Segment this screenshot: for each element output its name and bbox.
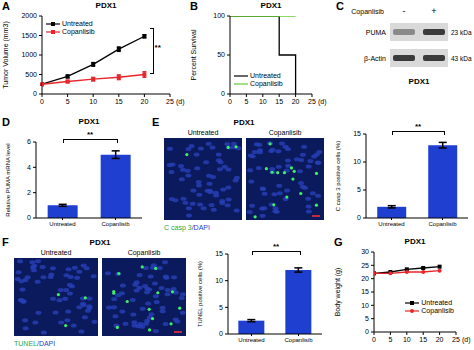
svg-text:0: 0 [40, 98, 44, 105]
svg-text:C casp 3/DAPI: C casp 3/DAPI [164, 224, 210, 232]
svg-text:Copanlisib: Copanlisib [428, 221, 457, 227]
svg-text:β-Actin: β-Actin [364, 55, 386, 63]
svg-text:TUNEL positive cells (%): TUNEL positive cells (%) [197, 261, 203, 327]
svg-text:10: 10 [259, 98, 267, 105]
html-text:D: D [2, 116, 10, 128]
html-text:PDX1: PDX1 [78, 117, 100, 126]
svg-text:25: 25 [361, 262, 369, 269]
svg-text:10: 10 [403, 336, 411, 343]
svg-text:(d): (d) [318, 98, 327, 106]
html-text:F: F [2, 236, 9, 248]
svg-text:50: 50 [217, 51, 225, 58]
svg-text:0: 0 [228, 98, 232, 105]
svg-text:25: 25 [308, 98, 316, 105]
html-text:Untreated: Untreated [421, 298, 453, 306]
html-text:E: E [152, 116, 160, 128]
svg-text:15: 15 [275, 98, 283, 105]
svg-text:0: 0 [221, 90, 225, 97]
svg-text:Copanlisib: Copanlisib [284, 337, 313, 343]
svg-text:10: 10 [361, 302, 369, 309]
svg-text:1500: 1500 [21, 32, 37, 39]
svg-text:500: 500 [25, 71, 37, 78]
svg-text:Untreated: Untreated [49, 221, 75, 227]
html-text:Untreated: Untreated [250, 72, 281, 79]
svg-text:0: 0 [33, 90, 37, 97]
svg-text:Untreated: Untreated [188, 129, 219, 136]
svg-text:25: 25 [166, 98, 174, 105]
svg-text:5: 5 [244, 98, 248, 105]
svg-text:Percent Survival: Percent Survival [190, 29, 197, 80]
svg-text:20: 20 [292, 98, 300, 105]
svg-text:43 kDa: 43 kDa [451, 55, 472, 62]
html-text:Copanlisib: Copanlisib [62, 28, 95, 35]
svg-text:Untreated: Untreated [41, 249, 72, 256]
html-text:PDX1: PDX1 [404, 237, 426, 246]
svg-text:Copanlisib: Copanlisib [269, 129, 302, 137]
svg-text:20: 20 [436, 336, 444, 343]
svg-text:15: 15 [353, 130, 361, 137]
svg-text:10: 10 [89, 98, 97, 105]
svg-text:Copanlisib: Copanlisib [351, 8, 384, 16]
svg-text:100: 100 [213, 12, 225, 19]
svg-text:10: 10 [353, 158, 361, 165]
svg-text:4: 4 [27, 164, 31, 171]
html-text:Copanlisib: Copanlisib [250, 80, 283, 87]
svg-text:PDX1: PDX1 [409, 77, 430, 86]
svg-text:1000: 1000 [21, 51, 37, 58]
html-text:PDX1: PDX1 [260, 1, 282, 10]
svg-text:Copanlisib: Copanlisib [101, 221, 130, 227]
svg-text:0: 0 [219, 330, 223, 337]
svg-text:15: 15 [115, 98, 123, 105]
svg-text:TUNEL/DAPI: TUNEL/DAPI [14, 340, 55, 347]
svg-text:5: 5 [357, 186, 361, 193]
svg-text:20: 20 [141, 98, 149, 105]
svg-text:(d): (d) [176, 98, 185, 106]
svg-text:PUMA: PUMA [366, 29, 387, 36]
svg-text:0: 0 [365, 328, 369, 335]
svg-text:2: 2 [27, 189, 31, 196]
svg-text:2000: 2000 [21, 12, 37, 19]
html-text:G: G [334, 236, 343, 248]
svg-text:0: 0 [357, 214, 361, 221]
svg-text:(d): (d) [462, 336, 471, 344]
html-text:A: A [2, 0, 10, 12]
svg-text:20: 20 [361, 275, 369, 282]
svg-text:-: - [403, 6, 406, 16]
svg-text:30: 30 [361, 248, 369, 255]
svg-text:25: 25 [452, 336, 460, 343]
svg-text:10: 10 [215, 277, 223, 284]
html-text:C: C [336, 0, 344, 12]
svg-text:Copanlisib: Copanlisib [128, 249, 161, 257]
svg-text:Untreated: Untreated [378, 221, 404, 227]
svg-text:Untreated: Untreated [238, 337, 264, 343]
svg-text:PDX1: PDX1 [234, 118, 255, 127]
svg-text:PDX1: PDX1 [90, 238, 111, 247]
svg-text:0: 0 [372, 336, 376, 343]
svg-text:C casp 3 positive cells (%): C casp 3 positive cells (%) [335, 141, 341, 211]
svg-text:23 kDa: 23 kDa [451, 29, 472, 36]
svg-text:5: 5 [219, 304, 223, 311]
svg-text:5: 5 [388, 336, 392, 343]
svg-text:6: 6 [27, 138, 31, 145]
svg-text:+: + [431, 6, 436, 16]
html-text:B: B [190, 0, 198, 12]
html-text:Copanlisib: Copanlisib [421, 306, 454, 314]
svg-text:15: 15 [419, 336, 427, 343]
svg-text:5: 5 [66, 98, 70, 105]
svg-text:Body weight (g): Body weight (g) [334, 268, 342, 317]
svg-text:15: 15 [215, 250, 223, 257]
svg-text:Relative PUMA mRNA level: Relative PUMA mRNA level [5, 143, 11, 216]
html-text:Untreated: Untreated [62, 20, 93, 27]
svg-text:Tumor Volume (mm3): Tumor Volume (mm3) [2, 21, 10, 88]
svg-text:15: 15 [361, 288, 369, 295]
html-text:PDX1: PDX1 [95, 1, 117, 10]
svg-text:0: 0 [27, 214, 31, 221]
svg-text:5: 5 [365, 315, 369, 322]
